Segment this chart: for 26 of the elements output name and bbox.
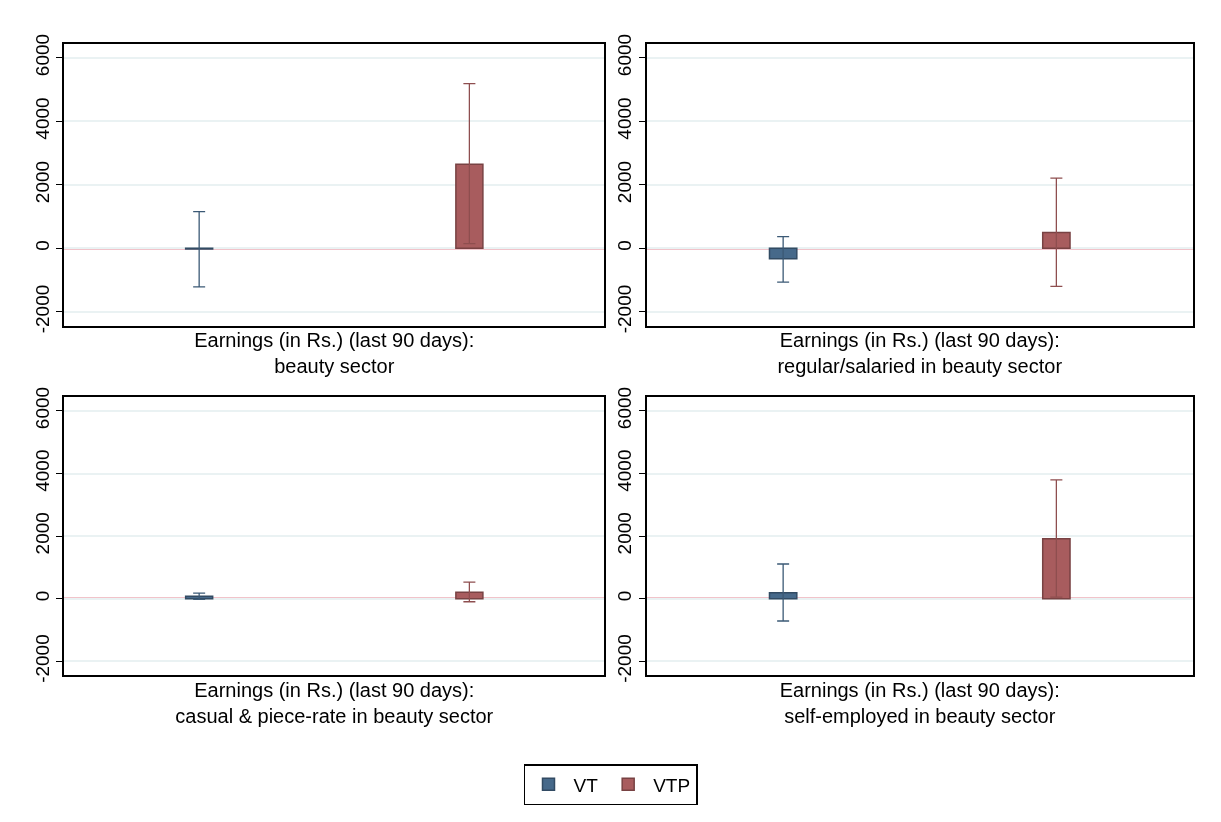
y-tick-label: 4000 <box>31 97 53 140</box>
y-tick-label: 0 <box>614 240 636 251</box>
y-tick-label: -2000 <box>31 634 53 683</box>
y-tick-label: 2000 <box>614 160 636 204</box>
y-tick-label: 2000 <box>31 160 53 204</box>
y-tick-label: 0 <box>614 590 636 602</box>
y-tick-label: 4000 <box>31 449 53 492</box>
y-tick-label: 6000 <box>31 33 53 77</box>
x-axis-title: Earnings (in Rs.) (last 90 days): casual & piece-rate in beauty sector <box>175 678 494 727</box>
y-tick-label: -2000 <box>614 634 636 683</box>
legend-label: VT <box>573 774 599 796</box>
y-tick-label: 2000 <box>31 512 53 555</box>
legend-label: VTP <box>653 774 691 796</box>
y-tick-label: -2000 <box>614 284 636 334</box>
y-tick-label: 2000 <box>614 512 636 555</box>
y-tick-label: 0 <box>31 240 53 251</box>
x-axis-title: Earnings (in Rs.) (last 90 days): beauty sector <box>194 329 475 378</box>
y-tick-label: 6000 <box>614 33 636 77</box>
x-axis-title: Earnings (in Rs.) (last 90 days): self-employed in beauty sector <box>779 678 1060 727</box>
y-tick-label: 4000 <box>614 97 636 140</box>
y-tick-label: 6000 <box>614 386 636 430</box>
y-tick-label: 4000 <box>614 449 636 492</box>
y-tick-label: 0 <box>31 590 53 602</box>
x-axis-title: Earnings (in Rs.) (last 90 days): regular/salaried in beauty sector <box>777 329 1063 378</box>
y-tick-label: 6000 <box>31 386 53 430</box>
y-tick-label: -2000 <box>31 284 53 334</box>
